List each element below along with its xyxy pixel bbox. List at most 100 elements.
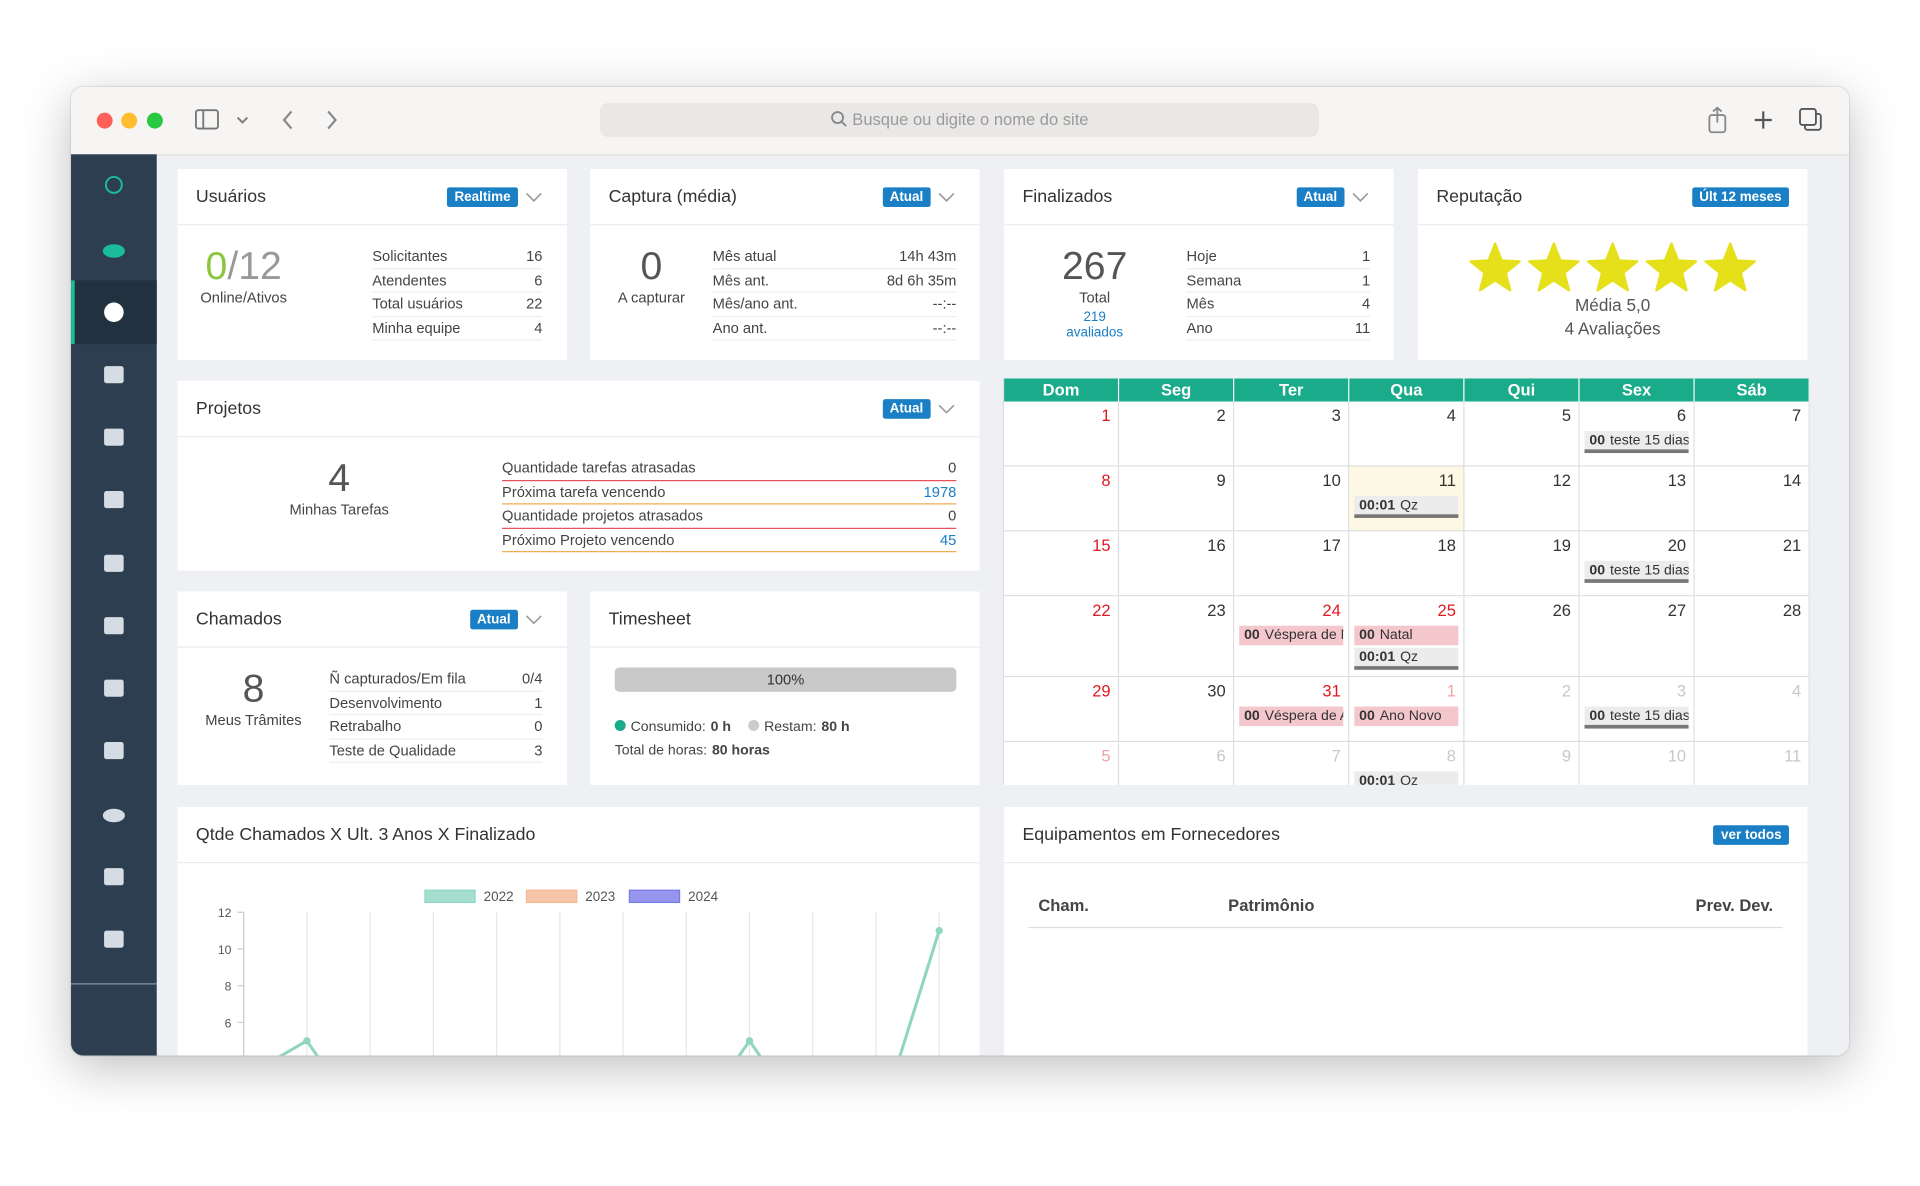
menu-icon[interactable] xyxy=(99,676,128,700)
event-time: 00 xyxy=(1589,563,1606,578)
calendar-event[interactable]: 00 teste 15 dias xyxy=(1584,706,1689,729)
calendar-event[interactable]: 00:01 Qz xyxy=(1354,771,1459,785)
menu-icon[interactable] xyxy=(99,864,128,888)
series-line xyxy=(278,930,941,1056)
stat-label: Ano xyxy=(1186,319,1213,337)
menu-icon[interactable] xyxy=(99,927,128,951)
calendar-event[interactable]: 00 Véspera de A xyxy=(1239,706,1344,727)
calendar-event[interactable]: 00 teste 15 dias xyxy=(1584,431,1689,454)
stat-row: Minha equipe 4 xyxy=(372,317,543,341)
dropdown-chevron[interactable] xyxy=(523,189,545,204)
calendar: Dom Seg Ter Qua Qui Sex Sáb 1 2 3 4 5 6 00 teste 15 di… xyxy=(1002,378,1810,785)
day-number: 13 xyxy=(1667,471,1687,490)
column-header: Prev. Dev. xyxy=(1695,896,1774,915)
summary-label: A capturar xyxy=(617,288,685,307)
dropdown-chevron[interactable] xyxy=(936,401,958,416)
event-time: 00 xyxy=(1244,628,1260,643)
stat-value: 1 xyxy=(1362,247,1371,265)
menu-icon[interactable] xyxy=(99,487,128,511)
stat-value: 8d 6h 35m xyxy=(886,271,957,289)
chart-card: Qtde Chamados X Ult. 3 Anos X Finalizado… xyxy=(177,806,980,1056)
zoom-button[interactable] xyxy=(146,112,163,129)
card-title: Timesheet xyxy=(608,609,691,629)
day-cell: 24 00 Véspera de N xyxy=(1234,596,1350,678)
day-number: 9 xyxy=(1216,471,1226,490)
stat-row: Mês/ano ant. --:-- xyxy=(712,293,957,317)
capture-card: Captura (média) Atual 0 A capturar Mês atual… xyxy=(590,168,980,361)
badge[interactable]: Realtime xyxy=(447,186,518,207)
sidebar xyxy=(71,154,157,1056)
calendar-event[interactable]: 00 Véspera de N xyxy=(1239,625,1344,646)
day-cell: 7 xyxy=(1694,401,1810,467)
badge[interactable]: Atual xyxy=(882,186,931,207)
chevron-shape xyxy=(525,192,542,202)
day-number: 8 xyxy=(1101,471,1111,490)
dropdown-chevron[interactable] xyxy=(936,189,958,204)
legend-swatch xyxy=(628,889,681,904)
day-number: 29 xyxy=(1092,682,1111,701)
stat-label: Mês xyxy=(1186,295,1215,313)
calendar-event[interactable]: 00 Ano Novo xyxy=(1354,706,1459,727)
day-cell: 4 xyxy=(1694,677,1810,743)
legend-swatch xyxy=(424,889,476,904)
badge[interactable]: Últ 12 meses xyxy=(1691,186,1789,207)
weekday-header: Ter xyxy=(1234,378,1350,402)
menu-icon[interactable] xyxy=(99,238,128,262)
weekday-header: Seg xyxy=(1119,378,1235,402)
badge[interactable]: ver todos xyxy=(1713,824,1789,845)
day-cell: 1 00 Ano Novo xyxy=(1349,677,1465,743)
summary-value: 267 xyxy=(1061,243,1128,288)
y-tick-label: 6 xyxy=(225,1016,232,1030)
badge[interactable]: Atual xyxy=(469,609,518,629)
nav-icons[interactable] xyxy=(193,107,658,136)
day-number: 9 xyxy=(1561,746,1572,766)
calendar-event[interactable]: 00:01 Qz xyxy=(1354,647,1459,670)
badge[interactable]: Atual xyxy=(882,398,931,419)
event-time: 00:01 xyxy=(1359,650,1396,665)
event-time: 00 xyxy=(1359,708,1375,724)
card-header: Captura (média) Atual xyxy=(590,169,980,226)
minimize-button[interactable] xyxy=(121,112,138,129)
weekday-header: Qua xyxy=(1349,378,1465,402)
stat-label: Próxima tarefa vencendo xyxy=(502,483,666,501)
calendar-event[interactable]: 00 Natal xyxy=(1354,625,1459,646)
search-placeholder: Busque ou digite o nome do site xyxy=(852,110,1089,129)
weekday-header: Qui xyxy=(1464,378,1580,402)
weekday-header: Dom xyxy=(1004,378,1120,402)
dropdown-chevron[interactable] xyxy=(1349,189,1371,204)
day-number: 28 xyxy=(1782,601,1802,620)
day-number: 5 xyxy=(1101,746,1111,766)
icon-shape xyxy=(102,808,125,823)
address-bar[interactable]: Busque ou digite o nome do site xyxy=(600,102,1319,138)
menu-icon[interactable] xyxy=(99,174,128,198)
stat-row: Próximo Projeto vencendo 45 xyxy=(502,528,957,553)
badge[interactable]: Atual xyxy=(1296,186,1345,207)
menu-icon[interactable] xyxy=(99,738,128,762)
icon-shape xyxy=(104,868,124,886)
dropdown-chevron[interactable] xyxy=(523,612,545,627)
day-cell: 18 xyxy=(1349,531,1465,597)
menu-icon[interactable] xyxy=(99,551,128,575)
day-number: 22 xyxy=(1092,601,1111,620)
day-number: 14 xyxy=(1782,471,1802,490)
card-title: Finalizados xyxy=(1022,186,1113,207)
menu-icon[interactable] xyxy=(99,425,128,449)
stat-list: Solicitantes 16 Atendentes 6 Total usuários 2… xyxy=(372,245,543,341)
day-number: 25 xyxy=(1437,601,1456,620)
menu-icon[interactable] xyxy=(99,362,128,386)
stat-value: 22 xyxy=(526,295,543,313)
card-header: Reputação Últ 12 meses xyxy=(1417,169,1808,226)
menu-icon[interactable] xyxy=(99,300,128,324)
review-count: 4 Avaliações xyxy=(1564,318,1661,338)
calendar-event[interactable]: 00:01 Qz xyxy=(1354,495,1459,518)
menu-icon[interactable] xyxy=(99,613,128,637)
calendar-event[interactable]: 00 teste 15 dias xyxy=(1584,560,1689,583)
card-title: Reputação xyxy=(1436,186,1523,207)
day-number: 31 xyxy=(1322,682,1341,701)
timesheet-legend: Consumido: 0 h Restam: 80 h xyxy=(614,720,850,735)
menu-icon[interactable] xyxy=(99,802,128,826)
close-button[interactable] xyxy=(96,112,113,129)
day-number: 18 xyxy=(1437,536,1456,555)
window-icons[interactable] xyxy=(1706,105,1828,137)
event-text: Qz xyxy=(1400,498,1419,514)
